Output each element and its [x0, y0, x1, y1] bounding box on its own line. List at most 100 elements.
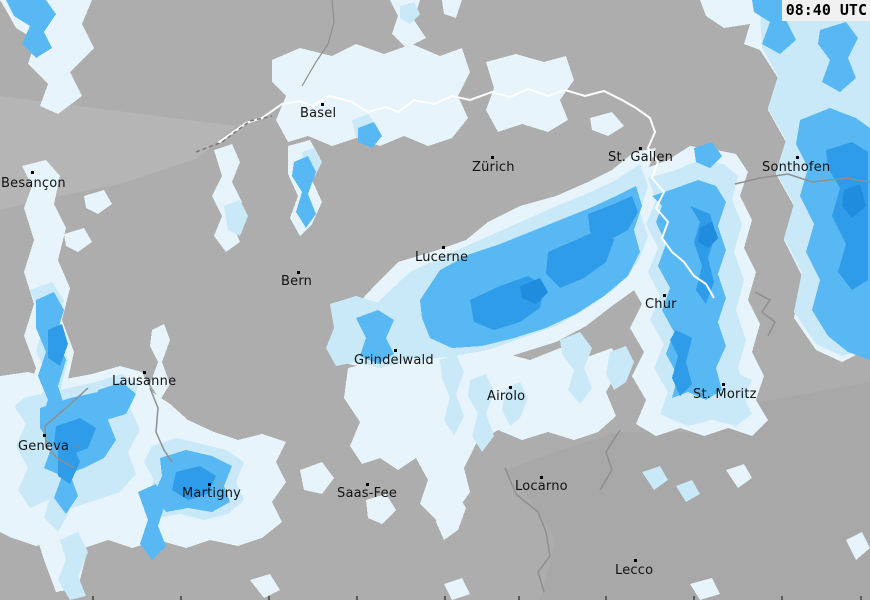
precip-cell [468, 374, 494, 452]
precip-cell [150, 324, 170, 400]
border-regional-ticino-east [599, 429, 621, 491]
scale-tick [693, 596, 695, 600]
precip-cell [606, 346, 634, 390]
city-marker-sonthofen [796, 156, 799, 159]
city-label-grindelwald: Grindelwald [354, 353, 434, 368]
precip-cell [212, 144, 242, 252]
precip-cell [48, 324, 68, 366]
city-label-saas-fee: Saas-Fee [337, 486, 398, 501]
precip-cell [520, 278, 548, 304]
timestamp-badge: 08:40 UTC [781, 0, 870, 21]
precip-cell [356, 310, 394, 364]
precip-cell [172, 466, 216, 500]
city-label-locarno: Locarno [515, 479, 568, 494]
city-marker-locarno [540, 476, 543, 479]
scale-tick [781, 596, 783, 600]
precip-cell [390, 0, 426, 48]
city-marker-bern [297, 271, 300, 274]
precip-cell [250, 574, 280, 598]
precip-cell [418, 110, 442, 136]
border-regional-stmoritz [754, 291, 776, 337]
city-label-martigny: Martigny [182, 486, 242, 501]
city-marker-z-rich [491, 156, 494, 159]
precip-layer-deepest [520, 184, 866, 304]
precip-cell [440, 354, 464, 436]
precip-cell [436, 492, 466, 540]
precip-cell [818, 22, 858, 92]
precip-cell [588, 196, 638, 242]
precip-cell [300, 462, 334, 494]
city-label-basel: Basel [300, 106, 337, 121]
scale-tick [605, 596, 607, 600]
city-label-bern: Bern [281, 274, 313, 289]
city-marker-st-gallen [639, 147, 642, 150]
precip-cell [54, 418, 96, 456]
scale-tick [518, 596, 520, 600]
scale-tick [444, 596, 446, 600]
precip-cell [690, 578, 720, 600]
precip-cell [442, 0, 462, 18]
city-label-besan-on: Besançon [1, 176, 66, 191]
precip-cell [590, 112, 624, 136]
city-label-lecco: Lecco [615, 563, 654, 578]
border-regional-ticino-west [504, 467, 551, 593]
border-regional-top [301, 0, 335, 87]
scale-tick [860, 596, 862, 600]
border-national-east [646, 117, 715, 299]
border-regional-sonthofen [734, 173, 870, 185]
precip-cell [642, 466, 668, 490]
precip-cell [502, 382, 528, 426]
precip-cell [96, 382, 136, 420]
scale-tick [180, 596, 182, 600]
precip-cell [842, 184, 866, 218]
precip-cell [0, 0, 94, 114]
city-marker-st-moritz [722, 383, 725, 386]
precip-cell [846, 532, 870, 560]
border-regional-valais [149, 387, 173, 463]
precip-cell [58, 532, 88, 600]
precip-cell [670, 330, 692, 396]
precip-cell [358, 122, 382, 148]
scale-tick [92, 596, 94, 600]
city-label-lucerne: Lucerne [415, 250, 469, 265]
city-label-sonthofen: Sonthofen [762, 160, 831, 175]
precip-cell [84, 190, 112, 214]
city-marker-saas-fee [366, 483, 369, 486]
city-marker-besan-on [31, 171, 34, 174]
city-label-z-rich: Zürich [472, 160, 515, 175]
city-marker-lecco [634, 559, 637, 562]
precip-cell [444, 578, 470, 600]
border-dashed-france [195, 115, 273, 153]
precip-cell [292, 156, 316, 228]
precip-cell [694, 142, 722, 168]
city-marker-lausanne [143, 371, 146, 374]
city-marker-chur [663, 294, 666, 297]
precip-cell [698, 222, 718, 248]
precip-cell [400, 2, 420, 24]
precip-cell [6, 0, 56, 58]
border-national-north [217, 87, 651, 144]
city-label-chur: Chur [645, 297, 677, 312]
precip-cell [366, 494, 396, 524]
city-marker-basel [321, 103, 324, 106]
precip-cell [138, 484, 166, 560]
precip-cell [676, 480, 700, 502]
city-marker-lucerne [442, 246, 445, 249]
scale-tick [268, 596, 270, 600]
precip-cell [546, 228, 614, 288]
precip-cell [726, 464, 752, 488]
terrain-region-northwest [0, 96, 236, 210]
city-marker-martigny [208, 483, 211, 486]
precip-cell [486, 54, 574, 132]
city-marker-grindelwald [394, 349, 397, 352]
precip-cell [224, 200, 248, 236]
city-label-lausanne: Lausanne [112, 374, 177, 389]
city-label-st-gallen: St. Gallen [608, 150, 674, 165]
precip-cell [64, 228, 92, 252]
precip-cell [560, 332, 592, 404]
borders-layer [44, 0, 870, 593]
scale-tick [356, 596, 358, 600]
city-label-airolo: Airolo [487, 389, 526, 404]
